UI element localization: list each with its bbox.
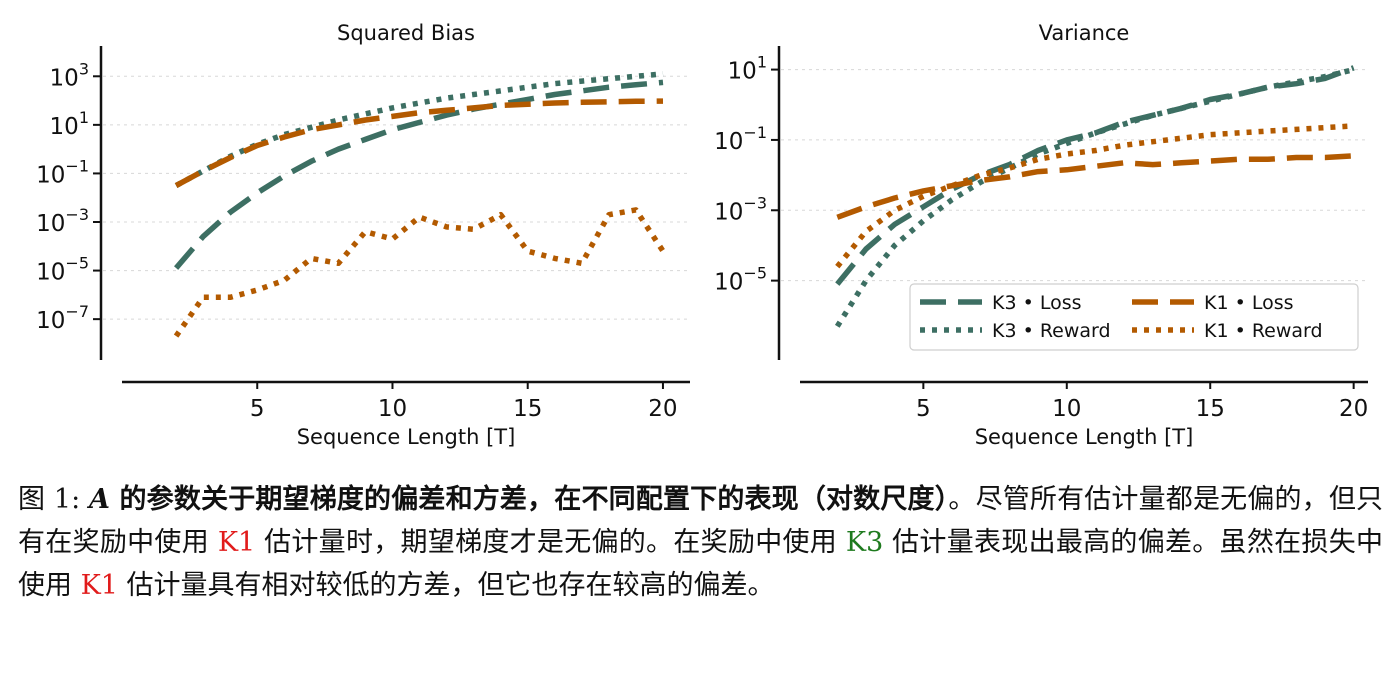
y-tick-exponent: 1 (757, 53, 767, 72)
series-line-k1-loss (174, 98, 664, 189)
y-tick-label: 10−3 (714, 193, 767, 225)
x-tick-label: 5 (250, 396, 265, 422)
caption-text-2: 估计量时，期望梯度才是无偏的。在奖励中使用 (255, 527, 846, 558)
y-tick-label: 10−5 (714, 264, 767, 296)
caption-variable: A (88, 484, 110, 515)
y-tick-label: 101 (728, 53, 767, 85)
series-line-k3-reward (174, 71, 664, 189)
x-tick-label: 20 (1339, 396, 1368, 422)
x-axis-label: Sequence Length [T] (975, 425, 1194, 449)
y-tick-label: 103 (50, 59, 89, 91)
y-tick-label: 10−3 (36, 205, 89, 237)
caption-text-1: 。尽管所有估计量都是无偏的，但只有在奖励中使用 (18, 484, 1383, 558)
series-line-k3-loss (174, 79, 664, 270)
caption-bold-text: 的参数关于期望梯度的偏差和方差，在不同配置下的表现（对数尺度） (109, 484, 949, 515)
y-tick-exponent: 1 (79, 108, 89, 127)
y-tick-exponent: −5 (65, 254, 89, 273)
y-tick-exponent: 3 (79, 59, 89, 78)
caption-k3: K3 (845, 527, 884, 558)
series-line-k1-loss (836, 153, 1354, 220)
y-tick-exponent: −1 (65, 156, 89, 175)
chart-panel-1: Squared Bias 103 101 10−1 10−3 10−5 10−7 5 10 15 2… (36, 21, 690, 449)
y-tick-label: 10−1 (36, 156, 89, 188)
x-tick-label: 10 (378, 396, 407, 422)
y-tick-label: 101 (50, 108, 89, 140)
y-tick-exponent: −5 (743, 264, 767, 283)
legend-label: K3 • Loss (992, 292, 1082, 314)
y-tick-exponent: −7 (65, 302, 89, 321)
caption-k1: K1 (217, 527, 256, 558)
y-tick-label: 10−5 (36, 254, 89, 286)
legend: K3 • Loss K1 • Loss K3 • Reward K1 • Reward (909, 283, 1359, 351)
y-tick-label: 10−1 (714, 123, 767, 155)
caption-prefix: 图 1: (18, 484, 89, 515)
series-line-k1-reward (835, 123, 1354, 269)
caption-text-4: 估计量具有相对较低的方差，但它也存在较高的偏差。 (117, 570, 775, 601)
x-axis-label: Sequence Length [T] (297, 425, 516, 449)
y-tick-exponent: −3 (743, 193, 767, 212)
figure-caption: 图 1: A 的参数关于期望梯度的偏差和方差，在不同配置下的表现（对数尺度）。尽… (18, 478, 1383, 607)
series-line-k1-reward (173, 207, 666, 338)
x-tick-label: 5 (916, 396, 931, 422)
legend-box (909, 283, 1359, 351)
x-tick-label: 20 (648, 396, 677, 422)
legend-label: K1 • Loss (1204, 292, 1294, 314)
series-line-k3-loss (835, 65, 1355, 286)
y-tick-exponent: −3 (65, 205, 89, 224)
x-tick-label: 15 (1196, 396, 1225, 422)
x-tick-label: 10 (1052, 396, 1081, 422)
caption-k1-second: K1 (80, 570, 118, 601)
y-tick-exponent: −1 (743, 123, 767, 142)
chart-title: Squared Bias (337, 21, 475, 45)
caption-text-3: 估计量表现出最高的偏差。虽然在损失中使用 (18, 527, 1383, 601)
x-tick-label: 15 (513, 396, 542, 422)
chart-title: Variance (1039, 21, 1130, 45)
y-tick-label: 10−7 (36, 302, 89, 334)
legend-label: K3 • Reward (992, 320, 1111, 342)
legend-label: K1 • Reward (1204, 320, 1323, 342)
chart-panel-2: Variance 101 10−1 10−3 10−5 5 10 15 20 Sequence L… (714, 21, 1368, 449)
